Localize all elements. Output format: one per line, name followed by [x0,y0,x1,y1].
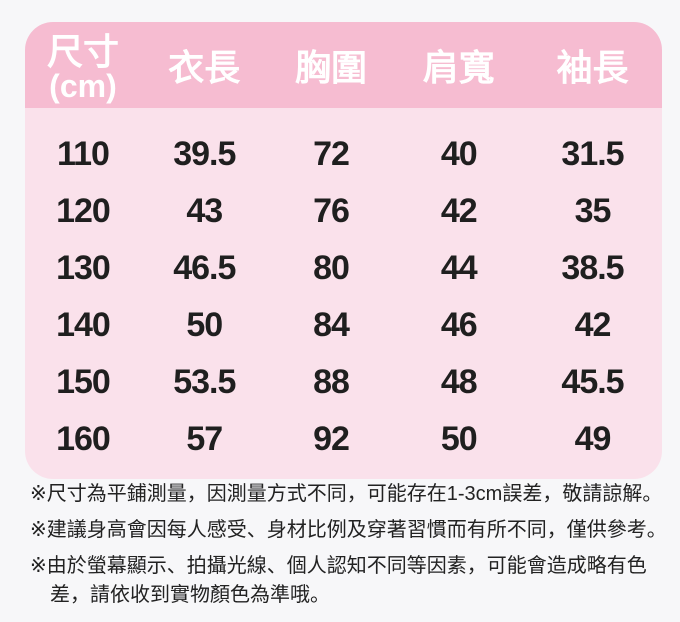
cell-garment-length: 43 [186,192,223,230]
cell-sleeve: 49 [574,420,612,458]
table-row: 140 50 84 46 42 [25,297,662,354]
cell-shoulder: 48 [440,363,478,401]
cell-chest: 72 [313,135,350,173]
cell-size: 160 [56,420,111,458]
note-color-difference: ※由於螢幕顯示、拍攝光線、個人認知不同等因素，可能會造成略有色 差，請依收到實物… [30,552,675,610]
cell-garment-length: 50 [186,306,223,344]
cell-chest: 80 [313,249,350,287]
cell-garment-length: 39.5 [173,135,236,173]
note-line: ※建議身高會因每人感受、身材比例及穿著習慣而有所不同，僅供參考。 [30,519,667,541]
cell-size: 140 [56,306,111,344]
cell-size: 110 [57,135,110,173]
cell-sleeve: 38.5 [561,249,624,287]
cell-chest: 84 [313,306,350,344]
cell-chest: 88 [313,363,350,401]
table-body: 110 39.5 72 40 31.5 120 43 76 42 35 130 … [25,108,662,479]
cell-sleeve: 31.5 [561,135,624,173]
cell-size: 150 [56,363,111,401]
note-line: 差，請依收到實物顏色為準哦。 [50,584,330,606]
cell-shoulder: 40 [440,135,478,173]
table-header-row: 尺寸 (cm) 衣長 胸圍 肩寬 袖長 [25,22,662,108]
cell-shoulder: 44 [440,249,478,287]
cell-shoulder: 46 [440,306,478,344]
cell-chest: 92 [313,420,350,458]
header-size-cm: 尺寸 (cm) [25,27,141,104]
note-line: ※尺寸為平鋪測量，因測量方式不同，可能存在1-3cm誤差，敬請諒解。 [30,483,663,505]
cell-garment-length: 46.5 [173,249,236,287]
note-measurement: ※尺寸為平鋪測量，因測量方式不同，可能存在1-3cm誤差，敬請諒解。 [30,480,675,509]
cell-shoulder: 42 [440,192,478,230]
header-col-shoulder: 肩寬 [422,47,495,88]
cell-sleeve: 42 [574,306,612,344]
disclaimer-notes: ※尺寸為平鋪測量，因測量方式不同，可能存在1-3cm誤差，敬請諒解。 ※建議身高… [30,480,675,617]
header-col-sleeve: 袖長 [556,47,629,88]
table-row: 150 53.5 88 48 45.5 [25,354,662,411]
cell-sleeve: 35 [574,192,612,230]
table-row: 160 57 92 50 49 [25,411,662,468]
note-line: ※由於螢幕顯示、拍攝光線、個人認知不同等因素，可能會造成略有色 [30,555,647,577]
header-size-label: 尺寸 [46,31,119,72]
cell-shoulder: 50 [440,420,478,458]
cell-garment-length: 57 [186,420,223,458]
cell-size: 120 [56,192,111,230]
table-row: 130 46.5 80 44 38.5 [25,240,662,297]
cell-size: 130 [56,249,111,287]
size-chart-table: 尺寸 (cm) 衣長 胸圍 肩寬 袖長 110 39.5 72 40 31.5 … [25,22,662,479]
table-row: 110 39.5 72 40 31.5 [25,126,662,183]
header-size-unit: (cm) [49,68,117,104]
cell-sleeve: 45.5 [561,363,624,401]
header-col-garment-length: 衣長 [168,47,241,88]
table-row: 120 43 76 42 35 [25,183,662,240]
cell-garment-length: 53.5 [173,363,236,401]
note-height-reference: ※建議身高會因每人感受、身材比例及穿著習慣而有所不同，僅供參考。 [30,516,675,545]
cell-chest: 76 [313,192,350,230]
header-col-chest: 胸圍 [295,47,368,88]
